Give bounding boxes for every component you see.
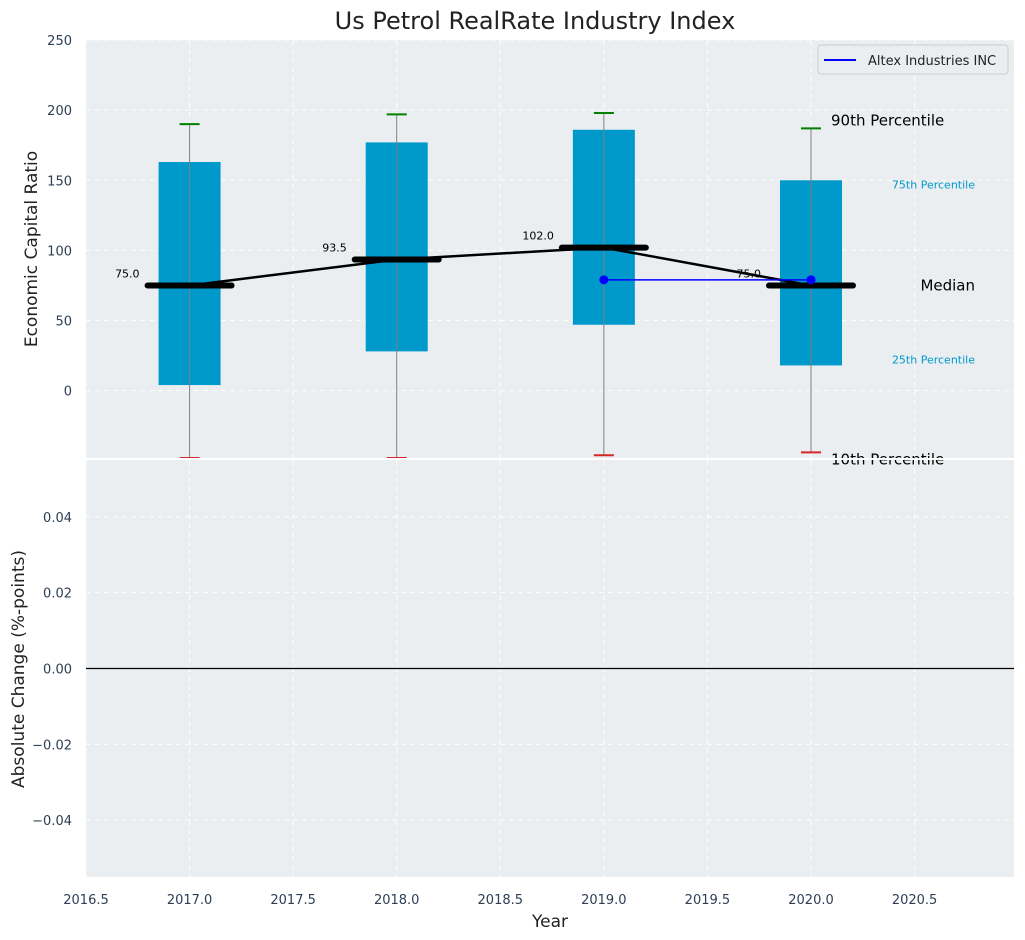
- top-plot-area: [86, 40, 1014, 458]
- chart-title: Us Petrol RealRate Industry Index: [335, 7, 736, 35]
- bottom-y-tick-label: 0.02: [43, 587, 72, 602]
- x-tick-label: 2018.0: [374, 893, 420, 908]
- panel-separator: [86, 458, 1014, 460]
- company-series-point: [599, 275, 609, 285]
- median-value-label: 102.0: [522, 230, 554, 243]
- annotation-median: Median: [920, 276, 975, 294]
- top-y-axis-label: Economic Capital Ratio: [22, 151, 42, 347]
- x-tick-label: 2019.5: [685, 893, 731, 908]
- x-tick-label: 2019.0: [581, 893, 627, 908]
- median-value-label: 93.5: [322, 242, 347, 255]
- bottom-y-tick-label: 0.00: [43, 663, 72, 678]
- legend: Altex Industries INC: [817, 44, 1009, 75]
- top-y-tick-label: 100: [47, 244, 72, 259]
- annotation-p90: 90th Percentile: [831, 111, 944, 129]
- median-value-label: 75.0: [115, 267, 140, 280]
- axis-ticks: 2016.5 2017.0 2017.5 2018.0 2018.5 2019.0 2019…: [32, 34, 937, 908]
- bottom-y-tick-label: −0.02: [32, 738, 72, 753]
- legend-frame: [817, 44, 1009, 75]
- top-y-tick-label: 0: [64, 385, 72, 400]
- top-y-tick-label: 50: [55, 315, 72, 330]
- annotation-p25: 25th Percentile: [892, 353, 975, 366]
- x-tick-label: 2016.5: [63, 893, 109, 908]
- x-tick-label: 2017.0: [167, 893, 213, 908]
- bottom-y-tick-label: −0.04: [32, 814, 72, 829]
- x-tick-label: 2017.5: [270, 893, 316, 908]
- x-tick-label: 2020.0: [788, 893, 834, 908]
- legend-label-company: Altex Industries INC: [868, 54, 996, 69]
- x-axis-label: Year: [531, 912, 568, 932]
- top-y-tick-label: 150: [47, 174, 72, 189]
- median-trend-line: [189, 246, 812, 287]
- bottom-y-tick-label: 0.04: [43, 511, 72, 526]
- company-series-point: [806, 275, 816, 285]
- top-y-tick-label: 200: [47, 104, 72, 119]
- top-y-tick-label: 250: [47, 34, 72, 49]
- annotation-p75: 75th Percentile: [892, 178, 975, 191]
- x-tick-label: 2020.5: [892, 893, 938, 908]
- change-plot-marks: [86, 458, 1014, 670]
- x-tick-label: 2018.5: [478, 893, 524, 908]
- bottom-y-axis-label: Absolute Change (%-points): [9, 550, 29, 788]
